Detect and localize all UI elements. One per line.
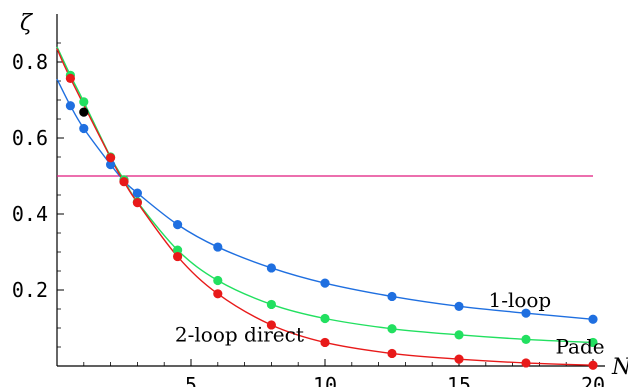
data-point-pade — [454, 330, 464, 340]
data-point-2-loop-direct — [387, 348, 397, 359]
data-point-1-loop — [213, 242, 223, 252]
data-point-1-loop — [65, 101, 75, 111]
data-point-1-loop — [79, 123, 89, 134]
data-point-2-loop-direct — [213, 289, 223, 299]
data-point-2-loop-direct — [65, 73, 75, 83]
x-axis-label: N — [611, 355, 628, 380]
data-point-pade — [79, 97, 89, 107]
data-point-1-loop — [454, 301, 464, 311]
data-point-1-loop — [588, 314, 598, 324]
data-point-2-loop-direct — [173, 251, 183, 262]
data-point-pade — [588, 337, 598, 348]
data-point-pade — [213, 275, 223, 286]
data-point-pade — [266, 299, 276, 310]
data-point-1-loop — [521, 308, 531, 318]
data-point-pade — [387, 324, 397, 334]
data-point-2-loop-direct — [132, 198, 142, 208]
data-point-2-loop-direct — [588, 360, 598, 370]
data-point-2-loop-direct — [320, 337, 330, 348]
y-tick-label: 0.8 — [12, 50, 48, 74]
data-point-pade — [173, 245, 183, 255]
data-point-1-loop — [387, 291, 397, 302]
data-point-1-loop — [266, 263, 276, 273]
x-tick-label: 10 — [313, 373, 337, 387]
x-tick-label: 20 — [581, 373, 605, 387]
data-point-2-loop-direct — [119, 177, 129, 187]
x-tick-label: 5 — [185, 373, 197, 387]
data-point-pade — [320, 313, 330, 324]
data-point-2-loop-direct — [266, 320, 276, 330]
data-point-pade — [521, 334, 531, 344]
data-point-2-loop-direct — [106, 153, 116, 163]
axes: 5 10 15 20 0.2 0.4 0.6 0.8 ζ N — [12, 11, 628, 387]
x-tick-label: 15 — [447, 373, 471, 387]
data-point-1-loop — [173, 220, 183, 230]
annotation-1-loop: 1-loop — [488, 288, 551, 312]
annotation-pade: Pade — [555, 334, 604, 358]
annotation-2-loop-direct: 2-loop direct — [175, 322, 304, 346]
y-tick-label: 0.2 — [12, 278, 48, 302]
data-point-1-loop — [106, 160, 116, 170]
y-tick-label: 0.6 — [12, 126, 48, 150]
data-point-extra — [79, 107, 89, 117]
y-axis-label: ζ — [20, 11, 34, 36]
data-point-2-loop-direct — [454, 354, 464, 364]
data-point-1-loop — [320, 278, 330, 288]
y-tick-label: 0.4 — [12, 202, 48, 226]
data-point-2-loop-direct — [521, 358, 531, 368]
series-points — [65, 70, 598, 370]
data-point-1-loop — [132, 188, 142, 198]
